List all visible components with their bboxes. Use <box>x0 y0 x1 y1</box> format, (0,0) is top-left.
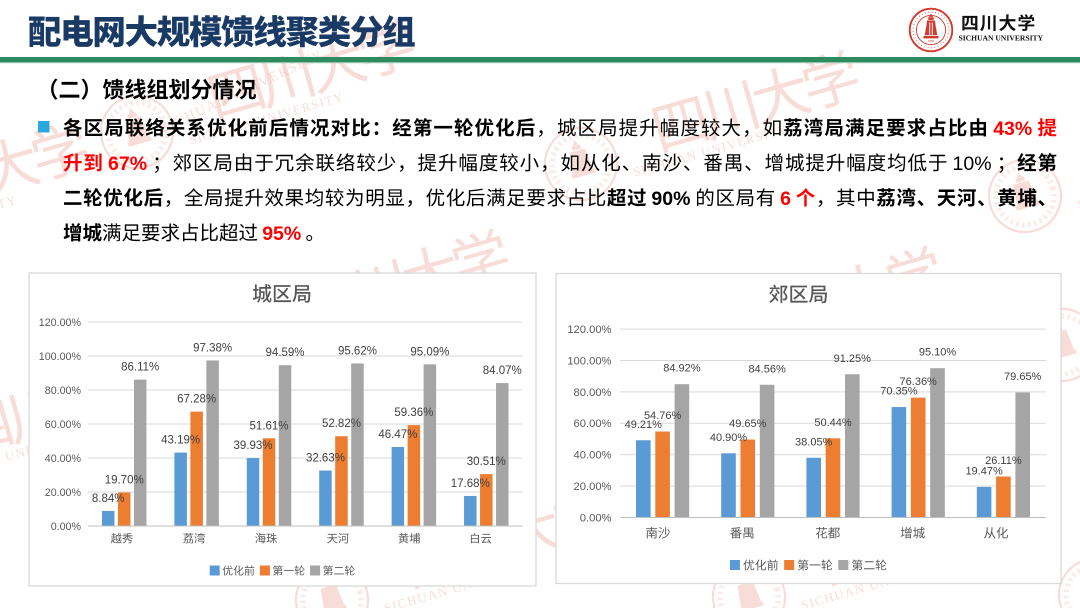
svg-text:51.61%: 51.61% <box>250 420 289 432</box>
svg-text:17.68%: 17.68% <box>451 478 490 490</box>
svg-text:86.11%: 86.11% <box>121 362 159 374</box>
svg-text:95.62%: 95.62% <box>338 345 377 357</box>
svg-text:49.21%: 49.21% <box>625 419 663 431</box>
svg-text:19.70%: 19.70% <box>105 475 144 487</box>
svg-text:94.59%: 94.59% <box>266 347 305 359</box>
svg-text:8.84%: 8.84% <box>92 493 125 505</box>
svg-text:26.11%: 26.11% <box>985 455 1022 467</box>
svg-text:43%: 43% <box>993 118 1032 140</box>
svg-text:97.38%: 97.38% <box>193 342 232 354</box>
svg-text:67%: 67% <box>108 153 147 175</box>
svg-text:76.36%: 76.36% <box>900 376 938 388</box>
svg-text:80.00%: 80.00% <box>45 385 82 397</box>
svg-text:19.47%: 19.47% <box>965 465 1003 477</box>
svg-text:59.36%: 59.36% <box>394 407 433 419</box>
svg-text:40.00%: 40.00% <box>45 453 82 465</box>
svg-text:100.00%: 100.00% <box>39 351 82 363</box>
svg-text:38.05%: 38.05% <box>795 436 833 448</box>
svg-text:20.00%: 20.00% <box>574 481 612 493</box>
svg-text:100.00%: 100.00% <box>567 355 611 367</box>
svg-text:120.00%: 120.00% <box>39 317 82 329</box>
svg-text:50.44%: 50.44% <box>814 417 852 429</box>
svg-text:6: 6 <box>780 188 791 210</box>
svg-text:SICHUAN UNIVERSITY: SICHUAN UNIVERSITY <box>1075 153 1080 212</box>
svg-text:52.82%: 52.82% <box>322 418 361 430</box>
svg-text:30.51%: 30.51% <box>467 456 506 468</box>
svg-text:95%: 95% <box>262 223 301 245</box>
svg-text:0.00%: 0.00% <box>51 521 82 533</box>
svg-text:SICHUAN UNIVERSITY: SICHUAN UNIVERSITY <box>959 34 1044 43</box>
svg-text:90%: 90% <box>651 188 690 210</box>
svg-text:79.65%: 79.65% <box>1004 371 1042 383</box>
svg-text:0.00%: 0.00% <box>580 512 612 524</box>
svg-text:120.00%: 120.00% <box>567 324 611 336</box>
svg-text:SICHUAN UNIVERSITY: SICHUAN UNIVERSITY <box>0 192 19 251</box>
svg-text:54.76%: 54.76% <box>644 410 682 422</box>
svg-text:67.28%: 67.28% <box>177 394 216 406</box>
svg-text:46.47%: 46.47% <box>378 429 417 441</box>
svg-text:10%: 10% <box>953 153 992 175</box>
svg-text:43.19%: 43.19% <box>161 435 200 447</box>
svg-text:39.93%: 39.93% <box>234 440 273 452</box>
svg-text:84.07%: 84.07% <box>483 365 522 377</box>
svg-text:1896: 1896 <box>928 39 934 43</box>
svg-text:32.63%: 32.63% <box>306 453 345 465</box>
svg-text:20.00%: 20.00% <box>45 487 82 499</box>
svg-text:40.00%: 40.00% <box>574 450 612 462</box>
svg-text:40.90%: 40.90% <box>710 432 748 444</box>
svg-text:49.65%: 49.65% <box>729 418 767 430</box>
svg-text:91.25%: 91.25% <box>834 353 872 365</box>
svg-text:84.56%: 84.56% <box>748 363 786 375</box>
svg-text:95.10%: 95.10% <box>919 347 957 359</box>
svg-text:70.35%: 70.35% <box>880 386 918 398</box>
svg-text:80.00%: 80.00% <box>574 387 612 399</box>
svg-text:60.00%: 60.00% <box>45 419 82 431</box>
svg-text:60.00%: 60.00% <box>574 418 612 430</box>
svg-text:84.92%: 84.92% <box>663 363 701 375</box>
svg-text:95.09%: 95.09% <box>410 346 449 358</box>
